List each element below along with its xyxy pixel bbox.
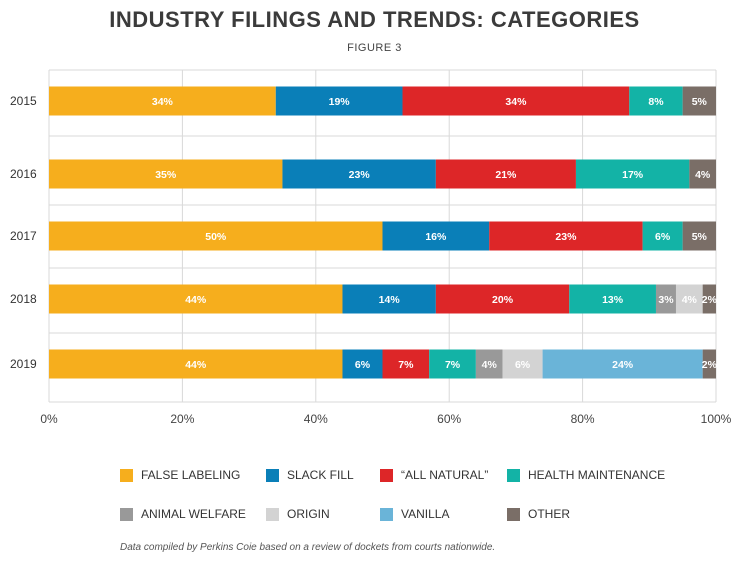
bar-segment bbox=[282, 159, 436, 189]
x-tick-label: 80% bbox=[571, 412, 595, 426]
bar-segment bbox=[475, 349, 503, 379]
category-label: 2016 bbox=[10, 167, 37, 181]
bar-segment bbox=[702, 284, 716, 314]
data-label: 5% bbox=[692, 231, 708, 243]
bar-segment bbox=[402, 86, 630, 116]
x-tick-label: 100% bbox=[701, 412, 732, 426]
bar-segment bbox=[49, 159, 283, 189]
bar-segment bbox=[429, 349, 476, 379]
bar-segment bbox=[49, 349, 343, 379]
bar-segment bbox=[489, 221, 643, 251]
bar-segment bbox=[382, 349, 430, 379]
data-label: 7% bbox=[398, 359, 414, 371]
bar-segment bbox=[435, 284, 570, 314]
bar-segment bbox=[49, 221, 383, 251]
data-label: 2% bbox=[702, 359, 718, 371]
data-label: 6% bbox=[655, 231, 671, 243]
bar-segment bbox=[642, 221, 683, 251]
bar-segment bbox=[682, 86, 716, 116]
bar-segment bbox=[382, 221, 490, 251]
data-label: 23% bbox=[555, 231, 577, 243]
bar-segment bbox=[575, 159, 690, 189]
bar-segment bbox=[682, 221, 716, 251]
data-label: 23% bbox=[349, 169, 371, 181]
category-label: 2015 bbox=[10, 94, 37, 108]
data-label: 3% bbox=[658, 294, 674, 306]
x-tick-label: 40% bbox=[304, 412, 328, 426]
data-label: 14% bbox=[379, 294, 401, 306]
x-tick-label: 20% bbox=[170, 412, 194, 426]
footnote: Data compiled by Perkins Coie based on a… bbox=[120, 542, 496, 553]
data-label: 6% bbox=[515, 359, 531, 371]
data-label: 8% bbox=[648, 96, 664, 108]
data-label: 2% bbox=[702, 294, 718, 306]
bar-segment bbox=[569, 284, 656, 314]
data-label: 4% bbox=[682, 294, 698, 306]
data-label: 13% bbox=[602, 294, 624, 306]
bar-segment bbox=[542, 349, 703, 379]
data-label: 44% bbox=[185, 359, 207, 371]
data-label: 24% bbox=[612, 359, 634, 371]
bar-segment bbox=[49, 284, 343, 314]
bar-segment bbox=[502, 349, 543, 379]
chart-subtitle: FIGURE 3 bbox=[347, 42, 402, 54]
data-label: 6% bbox=[355, 359, 371, 371]
bar-segment bbox=[275, 86, 403, 116]
data-label: 20% bbox=[492, 294, 514, 306]
bar-segment bbox=[702, 349, 716, 379]
data-label: 35% bbox=[155, 169, 177, 181]
data-label: 34% bbox=[152, 96, 174, 108]
bar-segment bbox=[435, 159, 576, 189]
data-label: 7% bbox=[445, 359, 461, 371]
category-label: 2019 bbox=[10, 357, 37, 371]
data-label: 34% bbox=[505, 96, 527, 108]
data-label: 4% bbox=[482, 359, 498, 371]
data-label: 4% bbox=[695, 169, 711, 181]
data-label: 19% bbox=[329, 96, 351, 108]
data-label: 21% bbox=[495, 169, 517, 181]
bar-segment bbox=[342, 349, 383, 379]
bar-segment bbox=[689, 159, 716, 189]
data-label: 44% bbox=[185, 294, 207, 306]
x-tick-label: 60% bbox=[437, 412, 461, 426]
category-label: 2017 bbox=[10, 229, 37, 243]
category-label: 2018 bbox=[10, 292, 37, 306]
bar-segment bbox=[49, 86, 276, 116]
x-tick-label: 0% bbox=[40, 412, 58, 426]
data-label: 16% bbox=[425, 231, 447, 243]
bar-segment bbox=[675, 284, 703, 314]
chart-title: INDUSTRY FILINGS AND TRENDS: CATEGORIES bbox=[109, 7, 640, 32]
bar-segment bbox=[655, 284, 676, 314]
bar-segment bbox=[629, 86, 683, 116]
bar-segment bbox=[342, 284, 436, 314]
data-label: 5% bbox=[692, 96, 708, 108]
data-label: 50% bbox=[205, 231, 227, 243]
data-label: 17% bbox=[622, 169, 644, 181]
